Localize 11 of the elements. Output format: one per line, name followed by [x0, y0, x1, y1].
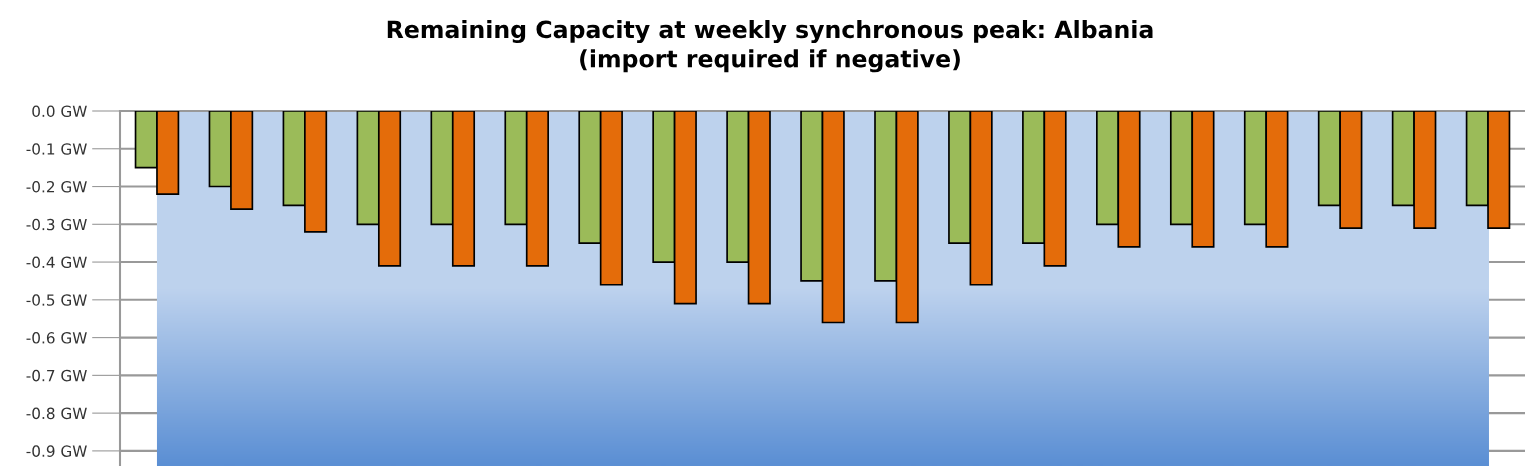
y-tick-label: -0.5 GW: [26, 294, 87, 306]
y-tick-label: -0.7 GW: [26, 369, 87, 382]
y-tick-label: -0.3 GW: [26, 218, 87, 231]
y-tick-label: -0.2 GW: [26, 181, 87, 193]
y-tick-label: -0.1 GW: [26, 143, 87, 155]
chart-title: Remaining Capacity at weekly synchronous peak: Albania (import required if negative): [387, 20, 1153, 73]
y-tick-label: -0.9 GW: [26, 445, 87, 457]
y-tick-label: -0.4 GW: [26, 256, 87, 269]
y-tick-label: 0.0 GW: [32, 105, 87, 118]
y-tick-label: -0.8 GW: [26, 407, 87, 420]
y-tick-label: -0.6 GW: [26, 332, 87, 344]
